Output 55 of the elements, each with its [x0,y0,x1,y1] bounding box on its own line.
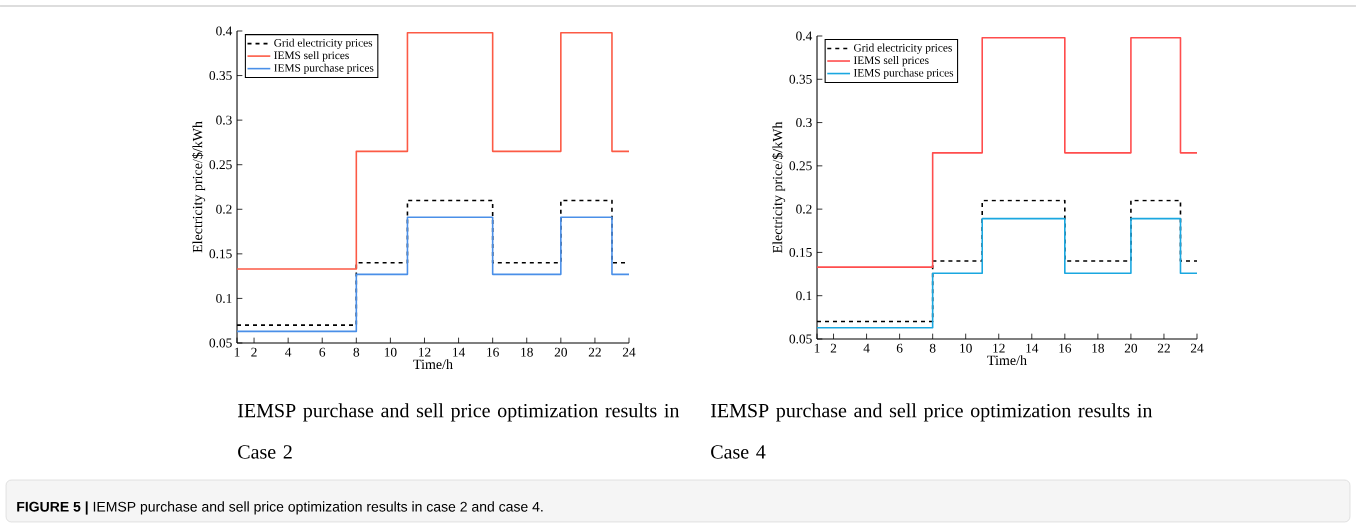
x-tick-label: 16 [1059,343,1072,353]
x-tick-label: 2 [830,343,837,353]
y-tick-label: 0.4 [796,31,813,41]
y-tick-label: 0.15 [789,247,812,257]
text: FIGURE 5 | IEMSP purchase and sell price optimization results in case 2 and case 4. [17,501,543,515]
x-tick-label: 12 [993,343,1005,353]
x-tick-label: 4 [863,343,870,353]
y-tick-label: 0.25 [789,161,812,171]
y-tick-label: 0.1 [796,291,812,301]
x-tick-label: 10 [960,343,972,353]
x-tick-label: 24 [1190,343,1204,353]
y-tick-label: 0.25 [209,160,232,170]
x-tick-label: 6 [896,343,903,353]
x-tick-label: 14 [453,347,466,357]
x-tick-label: 1 [814,343,820,353]
y-tick-label: 0.05 [789,334,812,344]
x-tick-label: 18 [521,347,533,357]
x-axis-title: Time/h [413,359,453,370]
y-tick-label: 0.2 [216,204,232,214]
legend-label: Grid electricity prices [274,38,373,49]
legend-label: Grid electricity prices [853,43,952,54]
legend-label: IEMS purchase prices [853,68,954,79]
x-tick-label: 24 [622,347,636,357]
y-tick-label: 0.2 [796,204,812,214]
y-tick-label: 0.4 [216,26,233,36]
legend-label: IEMS sell prices [274,51,349,62]
x-tick-label: 22 [1157,343,1170,353]
x-tick-label: 1 [234,347,240,357]
y-tick-label: 0.05 [209,338,232,348]
x-tick-label: 2 [251,347,257,357]
x-tick-label: 6 [319,347,326,357]
x-tick-label: 4 [285,347,292,357]
x-tick-label: 16 [487,347,499,357]
y-tick-label: 0.15 [209,249,232,259]
x-tick-label: 8 [353,347,360,357]
x-tick-label: 12 [418,347,431,357]
x-tick-label: 18 [1092,343,1105,353]
x-tick-label: 20 [554,347,567,357]
y-axis-title: Electricity price/$/kWh [192,121,206,253]
legend-label: IEMS sell prices [853,56,929,67]
text: IEMSP purchase and sell price optimization results in Case 4 [711,403,1153,459]
x-axis-title: Time/h [987,355,1027,366]
y-axis-title: Electricity price/$/kWh [772,121,786,253]
x-tick-label: 22 [588,347,601,357]
y-tick-label: 0.35 [789,74,812,84]
text: IEMSP purchase and sell price optimization results in Case 2 [238,403,680,459]
legend-label: IEMS purchase prices [274,63,374,74]
y-tick-label: 0.3 [796,118,812,128]
y-tick-label: 0.35 [209,71,232,81]
x-tick-label: 14 [1026,343,1039,353]
x-tick-label: 10 [384,347,397,357]
y-tick-label: 0.1 [216,293,232,303]
x-tick-label: 8 [929,343,936,353]
y-tick-label: 0.3 [216,115,232,125]
x-tick-label: 20 [1124,343,1138,353]
